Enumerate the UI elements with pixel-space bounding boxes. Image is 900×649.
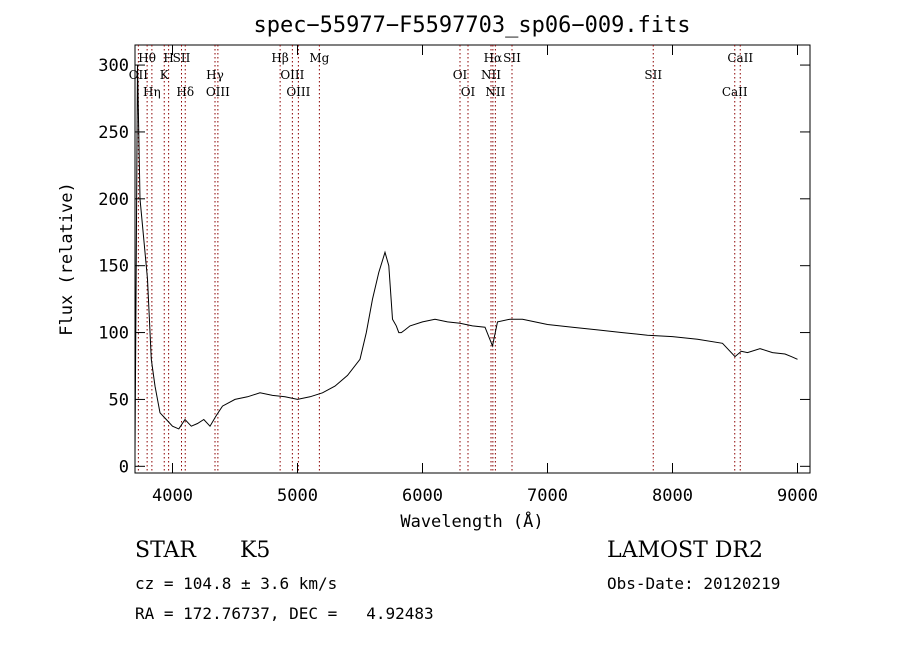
emission-line-label: Hη [143, 85, 161, 99]
y-axis-label: Flux (relative) [57, 182, 77, 336]
emission-line-markers [137, 45, 741, 473]
emission-line-label: K [160, 68, 170, 82]
redshift-cz: cz = 104.8 ± 3.6 km/s [135, 574, 338, 593]
y-tick-label: 100 [98, 324, 129, 344]
emission-line-label: Hθ [138, 51, 156, 65]
emission-line-label: H [163, 51, 173, 65]
emission-line-label: OII [129, 68, 149, 82]
emission-line-label: OI [461, 85, 476, 99]
y-tick-label: 50 [109, 390, 129, 410]
emission-line-labels: Hθ OII Hη HK Hδ SII Hγ OIII Hβ OIII OIII Mg OI OI Hα NI… [129, 51, 754, 99]
emission-line-label: SII [644, 68, 662, 82]
emission-line-label: Hβ [271, 51, 288, 65]
object-subclass: K5 [240, 538, 271, 563]
emission-line-label: CaII [727, 51, 753, 65]
x-tick-label: 5000 [277, 486, 318, 506]
emission-line-label: OIII [286, 85, 310, 99]
x-tick-label: 7000 [527, 486, 568, 506]
y-tick-label: 250 [98, 123, 129, 143]
y-axis-ticks: 0 50 100 150 200 250 300 [98, 56, 810, 477]
x-axis-label: Wavelength (Å) [400, 510, 543, 532]
survey-label: LAMOST DR2 [607, 538, 763, 563]
object-class: STAR [135, 538, 196, 563]
emission-line-label: OI [453, 68, 468, 82]
emission-line-label: SII [173, 51, 191, 65]
x-tick-label: 9000 [777, 486, 818, 506]
chart-title: spec−55977−F5597703_sp06−009.fits [253, 13, 690, 38]
emission-line-label: Mg [309, 51, 329, 65]
emission-line-label: SII [503, 51, 521, 65]
spectrum-line [134, 65, 798, 453]
observation-date: Obs-Date: 20120219 [607, 574, 781, 593]
y-tick-label: 150 [98, 257, 129, 277]
emission-line-label: CaII [722, 85, 748, 99]
y-tick-label: 300 [98, 56, 129, 76]
emission-line-label: NII [485, 85, 505, 99]
y-tick-label: 0 [119, 457, 129, 477]
x-axis-ticks: 4000 5000 6000 7000 8000 9000 [152, 45, 818, 506]
emission-line-label: OIII [280, 68, 304, 82]
y-tick-label: 200 [98, 190, 129, 210]
emission-line-label: Hδ [176, 85, 194, 99]
x-tick-label: 8000 [652, 486, 693, 506]
x-tick-label: 6000 [402, 486, 443, 506]
emission-line-label: Hα [484, 51, 503, 65]
plot-frame [134, 44, 811, 474]
spectrum-chart: spec−55977−F5597703_sp06−009.fits HθOIIH… [57, 13, 818, 532]
ra-dec-coordinates: RA = 172.76737, DEC = 4.92483 [135, 604, 434, 623]
x-tick-label: 4000 [152, 486, 193, 506]
emission-line-label: NII [481, 68, 501, 82]
emission-line-label: OIII [206, 85, 230, 99]
emission-line-label: Hγ [206, 68, 224, 82]
